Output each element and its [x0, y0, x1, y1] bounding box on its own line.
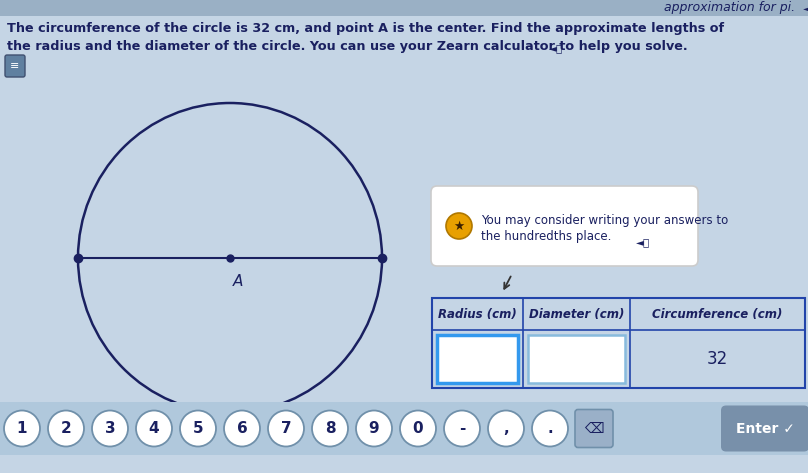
Circle shape — [356, 411, 392, 447]
Circle shape — [488, 411, 524, 447]
FancyBboxPatch shape — [0, 402, 808, 455]
Text: -: - — [459, 421, 465, 436]
FancyBboxPatch shape — [437, 335, 518, 383]
Text: Circumference (cm): Circumference (cm) — [652, 307, 783, 321]
Text: 9: 9 — [368, 421, 379, 436]
Text: 7: 7 — [280, 421, 292, 436]
FancyBboxPatch shape — [432, 298, 805, 388]
Text: Enter ✓: Enter ✓ — [735, 421, 794, 436]
Circle shape — [446, 213, 472, 239]
Text: 8: 8 — [325, 421, 335, 436]
Text: A: A — [233, 274, 243, 289]
Text: 2: 2 — [61, 421, 71, 436]
Text: the hundredths place.: the hundredths place. — [481, 230, 612, 243]
Text: 0: 0 — [413, 421, 423, 436]
Text: .: . — [547, 421, 553, 436]
Text: 1: 1 — [17, 421, 27, 436]
Circle shape — [180, 411, 216, 447]
Text: 3: 3 — [105, 421, 116, 436]
Text: 5: 5 — [192, 421, 204, 436]
Circle shape — [268, 411, 304, 447]
Circle shape — [136, 411, 172, 447]
Text: ⌫: ⌫ — [584, 421, 604, 436]
Circle shape — [400, 411, 436, 447]
Text: ◄⧸: ◄⧸ — [549, 43, 563, 53]
Text: 6: 6 — [237, 421, 247, 436]
Text: You may consider writing your answers to: You may consider writing your answers to — [481, 214, 728, 227]
Text: the radius and the diameter of the circle. You can use your Zearn calculator to : the radius and the diameter of the circl… — [7, 40, 688, 53]
Circle shape — [224, 411, 260, 447]
Text: 4: 4 — [149, 421, 159, 436]
Text: Radius (cm): Radius (cm) — [438, 307, 517, 321]
Text: approximation for pi.: approximation for pi. — [664, 1, 795, 15]
Text: ,: , — [503, 421, 509, 436]
Circle shape — [48, 411, 84, 447]
Circle shape — [92, 411, 128, 447]
Text: ≡: ≡ — [11, 61, 19, 71]
Text: Diameter (cm): Diameter (cm) — [528, 307, 625, 321]
FancyBboxPatch shape — [528, 335, 625, 383]
Circle shape — [312, 411, 348, 447]
FancyBboxPatch shape — [5, 55, 25, 77]
FancyBboxPatch shape — [431, 186, 698, 266]
FancyBboxPatch shape — [721, 405, 808, 452]
Circle shape — [444, 411, 480, 447]
Circle shape — [4, 411, 40, 447]
Text: 32: 32 — [707, 350, 728, 368]
FancyBboxPatch shape — [575, 410, 613, 447]
Text: ★: ★ — [453, 219, 465, 233]
Circle shape — [532, 411, 568, 447]
Text: ◄⧸: ◄⧸ — [800, 3, 808, 13]
Text: ◄⧸: ◄⧸ — [636, 237, 650, 247]
Text: The circumference of the circle is 32 cm, and point A is the center. Find the ap: The circumference of the circle is 32 cm… — [7, 22, 724, 35]
FancyBboxPatch shape — [0, 0, 808, 16]
